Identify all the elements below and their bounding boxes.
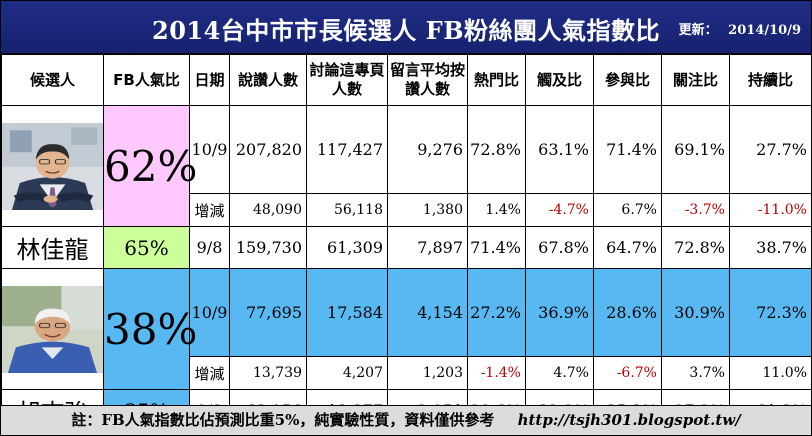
- attention-diff: 3.7%: [661, 356, 730, 390]
- retention-cell: 72.3%: [729, 268, 812, 357]
- fb-share-current: 62%: [103, 105, 197, 227]
- attention-diff: -3.7%: [661, 193, 730, 227]
- update-info: 更新： 2014/10/9: [673, 19, 801, 38]
- update-label: 更新：: [678, 23, 718, 38]
- table-row: 林佳龍 65% 9/8 159,730 61,309 7,897 71.4% 6…: [1, 226, 812, 269]
- col-header-engagement: 參與比: [593, 54, 662, 106]
- fb-share-current: 38%: [103, 268, 197, 390]
- header-row: 候選人 FB人氣比 日期 說讚人數 討論這專頁人數 留言平均按讚人數 熱門比 觸…: [1, 54, 812, 106]
- likes-cell: 207,820: [229, 105, 307, 194]
- avg-comment-likes-cell: 7,897: [387, 226, 468, 269]
- engagement-cell: 64.7%: [593, 226, 662, 269]
- col-header-avg-comment-likes: 留言平均按讚人數: [387, 54, 468, 106]
- table-row: 38% 10/9 77,695 17,584 4,154 27.2% 36.9%…: [1, 268, 812, 390]
- avg-comment-likes-diff: 1,203: [387, 356, 468, 390]
- table-row: 62% 10/9 207,820 117,427 9,276 72.8% 63.…: [1, 105, 812, 227]
- col-header-hot: 熱門比: [467, 54, 526, 106]
- retention-cell: 27.7%: [729, 105, 812, 194]
- col-header-talking: 討論這專頁人數: [306, 54, 388, 106]
- talking-diff: 4,207: [306, 356, 388, 390]
- avg-comment-likes-diff: 1,380: [387, 193, 468, 227]
- hot-cell: 27.2%: [467, 268, 526, 357]
- col-header-reach: 觸及比: [525, 54, 594, 106]
- avg-comment-likes-cell: 9,276: [387, 105, 468, 194]
- comparison-table: 候選人 FB人氣比 日期 說讚人數 討論這專頁人數 留言平均按讚人數 熱門比 觸…: [1, 54, 812, 432]
- retention-cell: 38.7%: [729, 226, 812, 269]
- talking-cell: 117,427: [306, 105, 388, 194]
- likes-cell: 77,695: [229, 268, 307, 357]
- col-header-candidate: 候選人: [1, 54, 104, 106]
- hot-cell: 71.4%: [467, 226, 526, 269]
- avg-comment-likes-cell: 4,154: [387, 268, 468, 357]
- fb-share-prev: 65%: [103, 226, 190, 269]
- col-header-retention: 持續比: [729, 54, 812, 106]
- hot-cell: 72.8%: [467, 105, 526, 194]
- diff-label: 增減: [189, 356, 230, 390]
- table-row: 增減 13,739 4,207 1,203 -1.4% 4.7% -6.7% 3…: [2, 356, 812, 390]
- date-cell: 10/9: [189, 268, 230, 357]
- col-header-date: 日期: [189, 54, 230, 106]
- attention-cell: 72.8%: [661, 226, 730, 269]
- talking-diff: 56,118: [306, 193, 388, 227]
- reach-cell: 36.9%: [525, 268, 594, 357]
- engagement-cell: 28.6%: [593, 268, 662, 357]
- retention-diff: -11.0%: [729, 193, 812, 227]
- reach-cell: 63.1%: [525, 105, 594, 194]
- engagement-diff: 6.7%: [593, 193, 662, 227]
- col-header-attention: 關注比: [661, 54, 730, 106]
- engagement-diff: -6.7%: [593, 356, 662, 390]
- hot-diff: -1.4%: [467, 356, 526, 390]
- candidate-name: 林佳龍: [1, 226, 104, 269]
- title-bar: 2014台中市市長候選人 FB粉絲團人氣指數比 更新： 2014/10/9: [1, 1, 811, 54]
- page-title: 2014台中市市長候選人 FB粉絲團人氣指數比: [152, 16, 660, 45]
- col-header-fb-share: FB人氣比: [103, 54, 190, 106]
- portrait-icon: [2, 285, 103, 373]
- likes-diff: 48,090: [229, 193, 307, 227]
- reach-diff: 4.7%: [525, 356, 594, 390]
- hot-diff: 1.4%: [467, 193, 526, 227]
- attention-cell: 30.9%: [661, 268, 730, 357]
- date-cell: 9/8: [189, 226, 230, 269]
- footer-note-bar: 註：FB人氣指數比佔預測比重5%，純實驗性質，資料僅供參考 http://tsj…: [1, 405, 811, 435]
- portrait-icon: [2, 122, 103, 210]
- retention-diff: 11.0%: [729, 356, 812, 390]
- attention-cell: 69.1%: [661, 105, 730, 194]
- talking-cell: 17,584: [306, 268, 388, 357]
- reach-diff: -4.7%: [525, 193, 594, 227]
- talking-cell: 61,309: [306, 226, 388, 269]
- update-date: 2014/10/9: [728, 23, 801, 38]
- likes-cell: 159,730: [229, 226, 307, 269]
- engagement-cell: 71.4%: [593, 105, 662, 194]
- footer-note: 註：FB人氣指數比佔預測比重5%，純實驗性質，資料僅供參考: [71, 411, 495, 429]
- likes-diff: 13,739: [229, 356, 307, 390]
- table-row: 增減 48,090 56,118 1,380 1.4% -4.7% 6.7% -…: [2, 193, 812, 227]
- col-header-likes: 說讚人數: [229, 54, 307, 106]
- candidate-photo-1: [1, 105, 104, 227]
- footer-url-link[interactable]: http://tsjh301.blogspot.tw/: [517, 411, 741, 429]
- candidate-photo-2: [1, 268, 104, 390]
- reach-cell: 67.8%: [525, 226, 594, 269]
- diff-label: 增減: [189, 193, 230, 227]
